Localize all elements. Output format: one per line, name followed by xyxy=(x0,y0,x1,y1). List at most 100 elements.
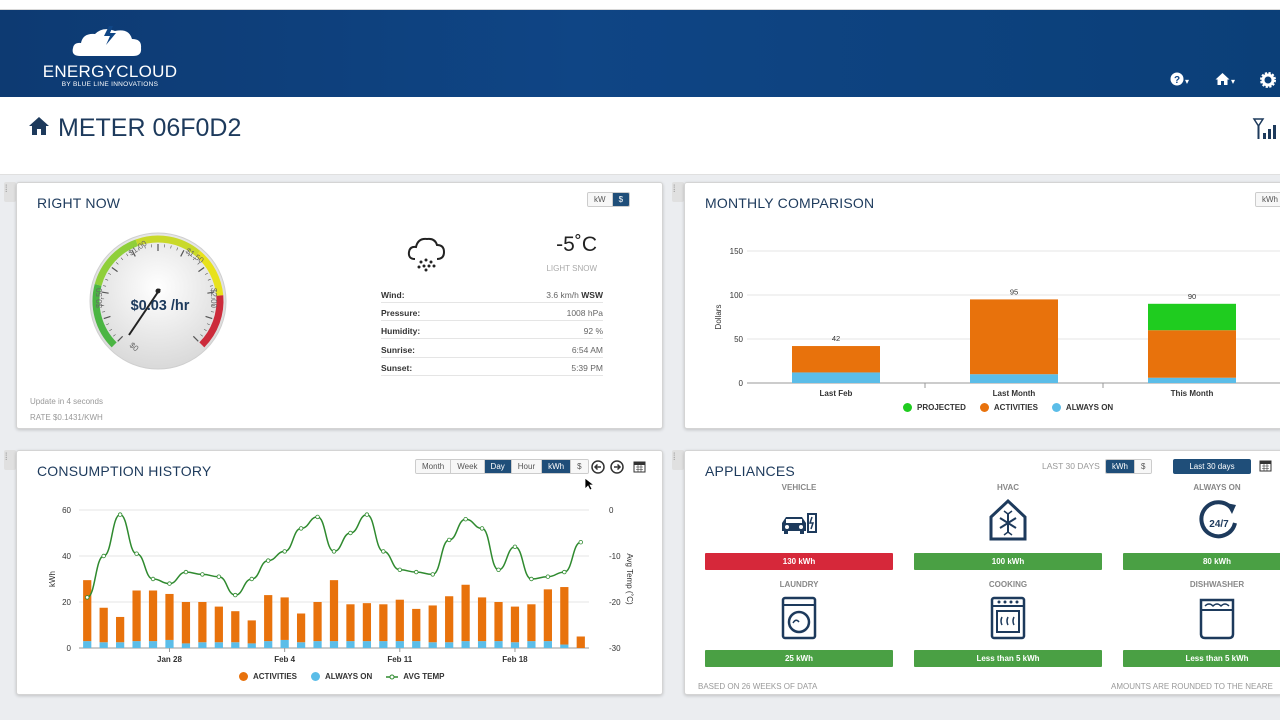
gauge-arc xyxy=(195,250,224,297)
rounding-note: AMOUNTS ARE ROUNDED TO THE NEARE xyxy=(1111,682,1273,691)
legend-projected[interactable]: PROJECTED xyxy=(903,403,966,412)
drag-handle[interactable] xyxy=(4,182,16,202)
panel-title: APPLIANCES xyxy=(705,463,795,479)
y-axis-label: Dollars xyxy=(714,305,723,330)
avg-temp-point xyxy=(101,553,106,559)
bar-activities xyxy=(560,587,569,645)
bar-activities xyxy=(461,584,470,642)
avg-temp-point xyxy=(150,576,156,582)
gauge-tick xyxy=(205,315,213,320)
appliance-usage-bar: 25 kWh xyxy=(705,650,893,667)
snow-icon xyxy=(407,235,447,278)
browser-url-bar[interactable] xyxy=(0,0,1280,10)
avg-temp-point xyxy=(545,574,551,579)
bar-activities xyxy=(148,590,158,642)
page-title: METER 06F0D2 xyxy=(28,114,241,143)
kw-toggle[interactable]: kW xyxy=(588,193,613,206)
appliance-laundry[interactable]: LAUNDRY 25 kWh xyxy=(705,580,893,667)
gauge-tick xyxy=(120,257,124,261)
x-tick-label: Feb 11 xyxy=(387,655,412,664)
footer-note: BASED ON 26 WEEKS OF DATA xyxy=(698,682,818,691)
range-toggle: Month Week Day Hour kWh $ xyxy=(415,459,589,474)
previous-arrow-icon[interactable] xyxy=(591,460,605,479)
home-menu[interactable]: ▾ xyxy=(1215,72,1235,90)
gauge-tick xyxy=(206,323,210,326)
y2-tick-label: -10 xyxy=(609,552,621,561)
consumption-history-panel: CONSUMPTION HISTORY Month Week Day Hour … xyxy=(16,450,663,695)
bar-activities xyxy=(165,593,174,640)
y-tick-label: 0 xyxy=(67,644,72,653)
legend-avg-temp[interactable]: AVG TEMP xyxy=(386,672,444,681)
unit-kwh[interactable]: kWh xyxy=(542,460,572,473)
y-tick-label: 60 xyxy=(62,506,71,515)
appliance-dishwasher[interactable]: DISHWASHER Less than 5 kWh xyxy=(1123,580,1280,667)
signal-strength-icon[interactable] xyxy=(1252,118,1278,145)
bar-activities xyxy=(445,596,454,643)
legend-always-on[interactable]: ALWAYS ON xyxy=(1051,403,1113,412)
avg-temp-point xyxy=(479,526,485,531)
bar-activities xyxy=(214,606,223,643)
gauge-tick-label: $0.50 xyxy=(95,287,104,308)
gauge-tick xyxy=(192,335,199,342)
unit-dollar[interactable]: $ xyxy=(1135,460,1152,473)
unit-toggle: kWh xyxy=(1255,192,1280,207)
weather-key: Sunset: xyxy=(381,363,413,373)
bar-segment xyxy=(792,346,880,373)
appliance-cooking[interactable]: COOKING Less than 5 kWh xyxy=(914,580,1102,667)
calendar-icon[interactable] xyxy=(633,460,646,478)
range-week[interactable]: Week xyxy=(451,460,485,473)
x-tick-label: Last Feb xyxy=(820,389,853,398)
energycloud-logo[interactable]: ENERGYCLOUD BY BLUE LINE INNOVATIONS xyxy=(40,22,180,92)
dollar-toggle[interactable]: $ xyxy=(612,193,630,206)
legend-dot xyxy=(979,403,989,412)
gauge-tick xyxy=(111,267,118,273)
bar-always-on xyxy=(362,641,372,648)
legend-always-on[interactable]: ALWAYS ON xyxy=(311,672,372,681)
date-range-button[interactable]: Last 30 days xyxy=(1173,459,1251,474)
help-menu[interactable]: ? ▾ xyxy=(1170,72,1189,90)
range-day[interactable]: Day xyxy=(484,460,512,473)
y-tick-label: 0 xyxy=(739,379,744,388)
bar-always-on xyxy=(148,641,158,648)
avg-temp-point xyxy=(463,517,468,522)
update-countdown: Update in 4 seconds xyxy=(30,397,103,406)
bar-always-on xyxy=(231,642,240,648)
drag-handle[interactable] xyxy=(672,450,684,470)
bar-activities xyxy=(247,620,256,644)
bar-activities xyxy=(116,616,125,643)
bar-always-on xyxy=(477,641,487,648)
monthly-comparison-panel: MONTHLY COMPARISON kWh 0 50 100 150 Dollars 4… xyxy=(684,182,1280,429)
unit-kwh[interactable]: kWh xyxy=(1106,460,1135,473)
weather-row: Sunrise: 6:54 AM xyxy=(381,340,603,358)
appliance-always-on[interactable]: ALWAYS ON 24/7 80 kWh xyxy=(1123,483,1280,570)
weather-key: Humidity: xyxy=(381,326,421,336)
gauge-tick xyxy=(144,245,146,249)
settings-menu[interactable] xyxy=(1260,72,1276,92)
avg-temp-point xyxy=(167,581,172,586)
weather-condition: LIGHT SNOW xyxy=(546,264,597,273)
range-hour[interactable]: Hour xyxy=(511,460,543,473)
hvac-house-icon xyxy=(987,497,1029,546)
avg-temp-point xyxy=(496,567,501,572)
calendar-icon[interactable] xyxy=(1259,459,1272,477)
drag-handle[interactable] xyxy=(4,450,16,470)
drag-handle[interactable] xyxy=(672,182,684,202)
always-on-icon: 24/7 xyxy=(1196,497,1240,546)
kwh-toggle[interactable]: kWh xyxy=(1256,193,1280,206)
gauge-tick xyxy=(197,262,201,265)
avg-temp-point xyxy=(529,576,534,582)
legend-activities[interactable]: ACTIVITIES xyxy=(979,403,1038,412)
legend-dot xyxy=(239,672,248,681)
weather-value: 3.6 km/h WSW xyxy=(546,290,603,300)
range-month[interactable]: Month xyxy=(416,460,452,473)
bar-activities xyxy=(132,590,141,642)
appliance-vehicle[interactable]: VEHICLE 130 kWh xyxy=(705,483,893,570)
y-tick-label: 150 xyxy=(730,247,744,256)
appliance-hvac[interactable]: HVAC 100 kWh xyxy=(914,483,1102,570)
unit-dollar[interactable]: $ xyxy=(571,460,588,473)
gauge-tick xyxy=(137,247,140,251)
next-arrow-icon[interactable] xyxy=(610,460,624,479)
appliance-name: HVAC xyxy=(996,483,1020,492)
legend-activities[interactable]: ACTIVITIES xyxy=(239,672,297,681)
car-charger-icon xyxy=(779,505,819,544)
